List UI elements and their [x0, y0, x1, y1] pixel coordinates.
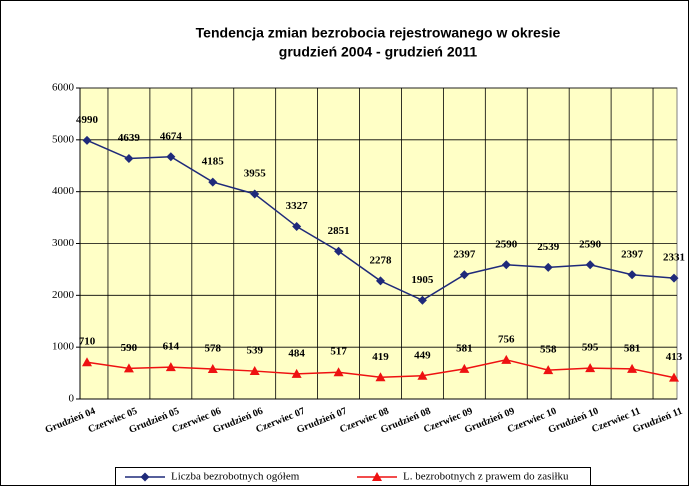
y-tick-label: 3000 [52, 237, 75, 249]
point [585, 363, 596, 373]
data-label: 581 [456, 342, 473, 354]
data-label: 484 [288, 347, 305, 359]
point [375, 372, 386, 382]
point [501, 260, 511, 270]
data-label: 581 [624, 342, 641, 354]
point [543, 262, 553, 272]
y-tick-label: 2000 [52, 289, 75, 301]
point [249, 366, 260, 376]
point [459, 270, 469, 280]
point [669, 372, 679, 382]
point [165, 362, 176, 372]
data-label: 2278 [370, 254, 393, 266]
data-label: 2397 [621, 248, 644, 260]
data-label: 2590 [495, 238, 518, 250]
point [82, 357, 92, 367]
data-label: 558 [540, 344, 557, 356]
point [669, 273, 679, 283]
point [334, 246, 344, 256]
point [292, 222, 302, 232]
point [82, 135, 92, 145]
data-label: 590 [121, 342, 138, 354]
chart-title: Tendencja zmian bezrobocia rejestrowaneg… [196, 25, 561, 41]
data-label: 4639 [118, 132, 141, 144]
point [372, 472, 382, 481]
y-tick-label: 6000 [52, 82, 75, 94]
point [207, 364, 218, 374]
point [250, 189, 260, 199]
y-tick-label: 0 [69, 393, 75, 405]
data-label: 449 [414, 349, 431, 361]
point [140, 472, 150, 482]
data-label: 3955 [244, 168, 267, 180]
data-label: 517 [330, 346, 347, 358]
data-label: 413 [666, 351, 683, 363]
data-label: 4990 [76, 114, 99, 126]
data-label: 1905 [411, 274, 434, 286]
data-label: 756 [498, 333, 515, 345]
point [333, 367, 344, 377]
data-label: 2539 [537, 241, 560, 253]
point [208, 177, 218, 187]
data-label: 578 [205, 343, 222, 355]
point [501, 354, 512, 364]
data-label: 710 [79, 336, 96, 348]
chart-title: grudzień 2004 - grudzień 2011 [279, 44, 478, 60]
y-tick-label: 4000 [52, 185, 75, 197]
point [459, 363, 470, 373]
data-label: 3327 [286, 200, 309, 212]
point [291, 368, 302, 378]
data-label: 419 [372, 351, 389, 363]
point [417, 295, 427, 305]
data-label: 2397 [453, 248, 476, 260]
point [166, 152, 176, 162]
y-tick-label: 1000 [52, 341, 75, 353]
point [585, 260, 595, 270]
data-label: 595 [582, 342, 599, 354]
data-label: 2331 [663, 252, 685, 264]
data-label: 2590 [579, 238, 602, 250]
point [543, 365, 554, 375]
data-label: 4185 [202, 156, 225, 168]
data-label: 4674 [160, 130, 183, 142]
legend-label: L. bezrobotnych z prawem do zasiłku [403, 471, 569, 483]
point [417, 370, 428, 380]
data-label: 539 [246, 345, 263, 357]
point [627, 363, 638, 373]
point [124, 154, 134, 164]
point [376, 276, 385, 286]
y-tick-label: 5000 [52, 133, 75, 145]
point [123, 363, 134, 373]
data-label: 2851 [328, 225, 350, 237]
point [627, 270, 637, 280]
legend-label: Liczba bezrobotnych ogółem [171, 471, 300, 483]
data-label: 614 [163, 341, 180, 353]
